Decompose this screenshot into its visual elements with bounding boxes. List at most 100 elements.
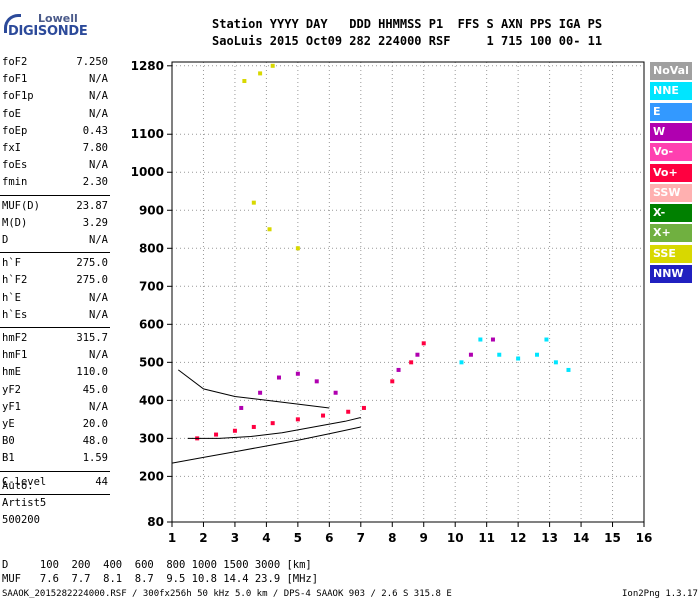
footer-version: Ion2Png 1.3.17 [622, 589, 698, 599]
echo-point [276, 375, 281, 380]
parameter-value: 20.0 [82, 418, 108, 430]
parameter-name: yF2 [2, 383, 21, 396]
parameter-value: N/A [89, 291, 108, 304]
parameter-name: foF1 [2, 73, 28, 86]
echo-point [346, 409, 351, 414]
parameter-row: h`F 275.0 [2, 257, 108, 271]
echo-point [333, 390, 338, 395]
y-tick-label: 80 [147, 515, 164, 529]
echo-point [415, 352, 420, 357]
echo-point [314, 379, 319, 384]
echo-point [295, 417, 300, 422]
echo-point [270, 421, 275, 426]
parameter-value: N/A [89, 90, 108, 103]
parameter-name: fxI [2, 142, 21, 154]
y-tick-label: 900 [139, 203, 164, 217]
legend-entry: W [650, 122, 692, 141]
y-tick-label: 700 [139, 279, 164, 293]
parameter-row: h`F2 275.0 [2, 274, 108, 288]
parameter-row: D N/A [2, 234, 108, 248]
echo-point [478, 337, 483, 342]
parameter-row: hmE 110.0 [2, 366, 108, 380]
profile-curve [171, 426, 361, 464]
echo-point [251, 200, 256, 205]
logo-lowell: Lowell [38, 12, 78, 25]
parameter-name: foF2 [2, 56, 28, 68]
parameter-row: M(D) 3.29 [2, 217, 108, 231]
echo-point [553, 360, 558, 365]
parameter-separator [0, 194, 110, 196]
echo-point [270, 63, 275, 68]
parameter-value: 44 [95, 475, 108, 488]
echo-point [497, 352, 502, 357]
profile-curve [177, 369, 330, 409]
echo-point [258, 71, 263, 76]
echo-point [468, 352, 473, 357]
parameter-row: foEp 0.43 [2, 125, 108, 139]
x-tick-label: 15 [604, 531, 621, 545]
echo-point [409, 360, 414, 365]
parameter-value: 7.80 [82, 142, 108, 154]
distance-row: D 100 200 400 600 800 1000 1500 3000 [km… [2, 559, 312, 571]
parameter-value: 315.7 [76, 332, 108, 344]
legend-entry: X+ [650, 224, 692, 243]
parameter-name: hmF2 [2, 332, 28, 344]
parameter-row: foF2 7.250 [2, 56, 108, 70]
parameter-row: h`E N/A [2, 292, 108, 306]
echo-point [490, 337, 495, 342]
parameter-name: hmF1 [2, 349, 28, 362]
y-tick-label: 600 [139, 317, 164, 331]
parameter-row: B0 48.0 [2, 435, 108, 449]
parameter-value: 275.0 [76, 257, 108, 270]
parameter-value: 45.0 [82, 383, 108, 396]
parameter-name: yE [2, 418, 15, 430]
parameter-name: h`Es [2, 308, 28, 321]
parameter-name: D [2, 234, 9, 246]
parameter-row: fmin 2.30 [2, 176, 108, 190]
echo-point [361, 405, 366, 410]
x-tick-label: 8 [388, 531, 396, 545]
parameter-separator [0, 493, 110, 495]
x-tick-label: 5 [294, 531, 302, 545]
echo-point [267, 227, 272, 232]
parameter-separator [0, 327, 110, 328]
y-tick-label: 200 [139, 469, 164, 483]
parameter-value: N/A [89, 349, 108, 362]
echo-point [390, 379, 395, 384]
muf-row: MUF 7.6 7.7 8.1 8.7 9.5 10.8 14.4 23.9 [… [2, 573, 319, 585]
legend-entry: NNE [650, 82, 692, 101]
parameter-row: yE 20.0 [2, 418, 108, 432]
grid-layer [171, 62, 645, 523]
x-tick-label: 7 [357, 531, 365, 545]
parameter-separator [0, 470, 110, 472]
parameter-value: N/A [89, 159, 108, 172]
parameter-value: 1.59 [82, 452, 108, 465]
parameter-row: B1 1.59 [2, 452, 108, 466]
x-tick-label: 16 [636, 531, 653, 545]
y-tick-label: 500 [139, 355, 164, 369]
echo-point [232, 428, 237, 433]
header-line-1: Station YYYY DAY DDD HHMMSS P1 FFS S AXN… [212, 17, 603, 31]
parameter-separator [0, 252, 110, 254]
parameter-value: 2.30 [82, 176, 108, 189]
echo-point [459, 360, 464, 365]
parameter-row: foF1p N/A [2, 90, 108, 104]
parameter-name: foE [2, 107, 21, 120]
parameter-name: yF1 [2, 400, 21, 413]
legend-entry: NoVal [650, 62, 692, 80]
parameter-name: B0 [2, 435, 15, 448]
x-tick-label: 10 [447, 531, 464, 545]
echo-point [258, 390, 263, 395]
parameter-value: 23.87 [76, 199, 108, 212]
parameter-name: hmE [2, 366, 21, 379]
data-layer [195, 63, 571, 441]
parameter-row: hmF1 N/A [2, 349, 108, 363]
legend-entry: SSE [650, 244, 692, 263]
parameter-name: foEs [2, 159, 28, 172]
parameter-row: yF2 45.0 [2, 384, 108, 398]
parameter-name: foEp [2, 124, 28, 137]
echo-point [421, 341, 426, 346]
profile-curve [187, 417, 361, 439]
y-tick-label: 1100 [131, 127, 164, 141]
parameter-name: fmin [2, 176, 28, 189]
